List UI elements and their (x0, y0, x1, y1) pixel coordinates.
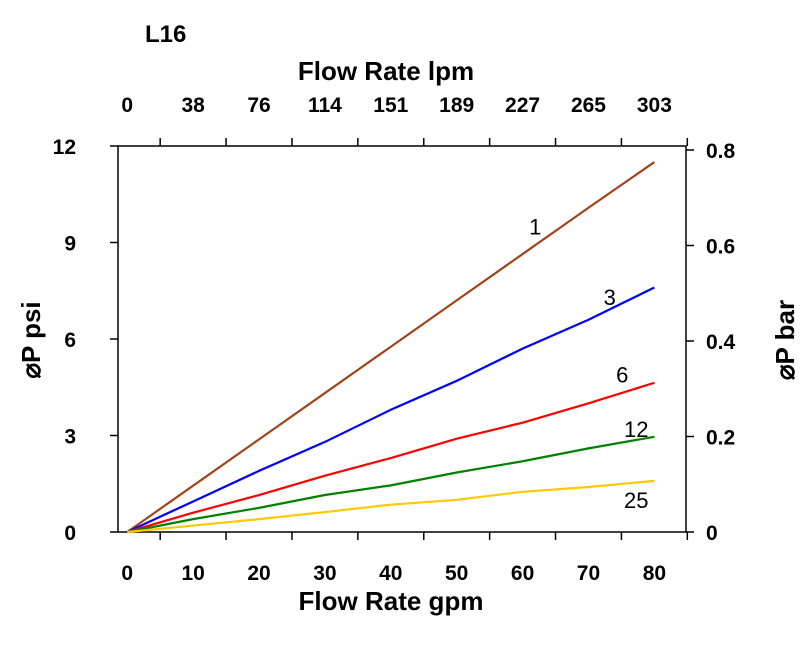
series-line-3 (126, 286, 655, 533)
x-tick-label: 20 (247, 562, 270, 585)
x2-tick-label: 76 (247, 94, 270, 117)
x2-tick-label: 38 (181, 94, 205, 117)
chart-title: L16 (145, 21, 186, 48)
y2-tick-label: 0 (706, 522, 718, 545)
x2-tick-label: 265 (571, 94, 606, 117)
series-line-6 (126, 381, 655, 534)
y2-tick-label: 0.4 (706, 331, 736, 354)
x2-tick-label: 114 (308, 94, 342, 117)
x-tick-label: 80 (643, 562, 666, 585)
x2-tick-label: 227 (505, 94, 540, 117)
x2-tick-label: 0 (121, 94, 133, 117)
series-line-25 (127, 479, 655, 534)
x-tick-label: 10 (181, 562, 204, 585)
y2-tick-label: 0.8 (706, 140, 736, 163)
x2-tick-label: 151 (373, 94, 408, 117)
x-tick-label: 60 (511, 562, 534, 585)
y2-tick-label: 0.6 (706, 236, 735, 259)
y-tick-label: 12 (53, 136, 76, 159)
y-tick-label: 3 (64, 426, 76, 449)
series-label-3: 3 (604, 285, 616, 310)
x-tick-label: 50 (445, 562, 468, 585)
x-tick-label: 30 (313, 562, 336, 585)
left-axis-label: ⌀P psi (16, 301, 46, 378)
y2-tick-label: 0.2 (706, 427, 735, 450)
y-tick-label: 9 (64, 233, 76, 256)
x-tick-label: 40 (379, 562, 402, 585)
x-tick-label: 0 (121, 562, 133, 585)
series-line-12 (127, 435, 655, 534)
y-tick-label: 6 (64, 329, 76, 352)
series-line-1 (126, 161, 655, 533)
series-label-6: 6 (616, 362, 628, 387)
series-label-12: 12 (624, 417, 648, 442)
top-axis-label: Flow Rate lpm (298, 56, 474, 86)
x2-tick-label: 303 (637, 94, 672, 117)
series-label-1: 1 (529, 214, 541, 239)
x-tick-label: 70 (577, 562, 600, 585)
bottom-axis-label: Flow Rate gpm (299, 586, 484, 616)
right-axis-label: ⌀P bar (770, 300, 800, 380)
y-tick-label: 0 (64, 522, 76, 545)
series-label-25: 25 (624, 488, 648, 513)
x2-tick-label: 189 (439, 94, 474, 117)
